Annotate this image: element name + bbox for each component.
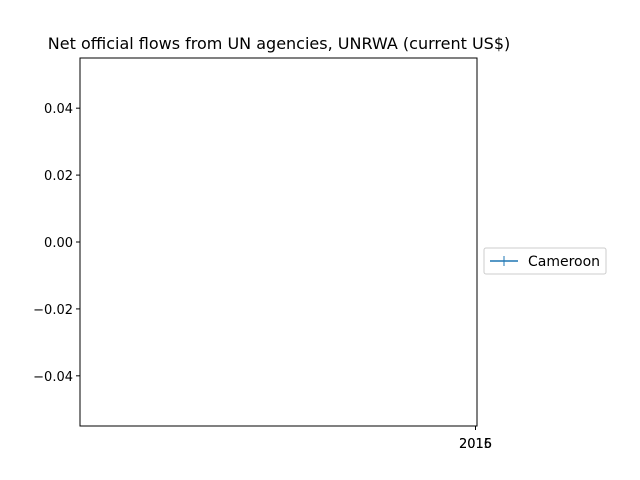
x-tick-label: 2015 [459,437,492,452]
plot-area [79,57,478,427]
y-tick-label: −0.04 [33,370,73,385]
y-tick-label: 0.02 [44,169,73,184]
legend-label: Cameroon [528,254,600,270]
x-tick-label: 2016 [459,437,492,452]
y-tick-label: 0.00 [44,236,73,251]
legend-frame [483,247,607,275]
y-tick-label: −0.02 [33,303,73,318]
y-tick-label: 0.04 [44,102,73,117]
legend: Cameroon [483,247,607,275]
chart-title: Net official flows from UN agencies, UNR… [48,34,510,53]
y-axis: 0.04 0.02 0.00 −0.02 −0.04 [33,102,80,385]
